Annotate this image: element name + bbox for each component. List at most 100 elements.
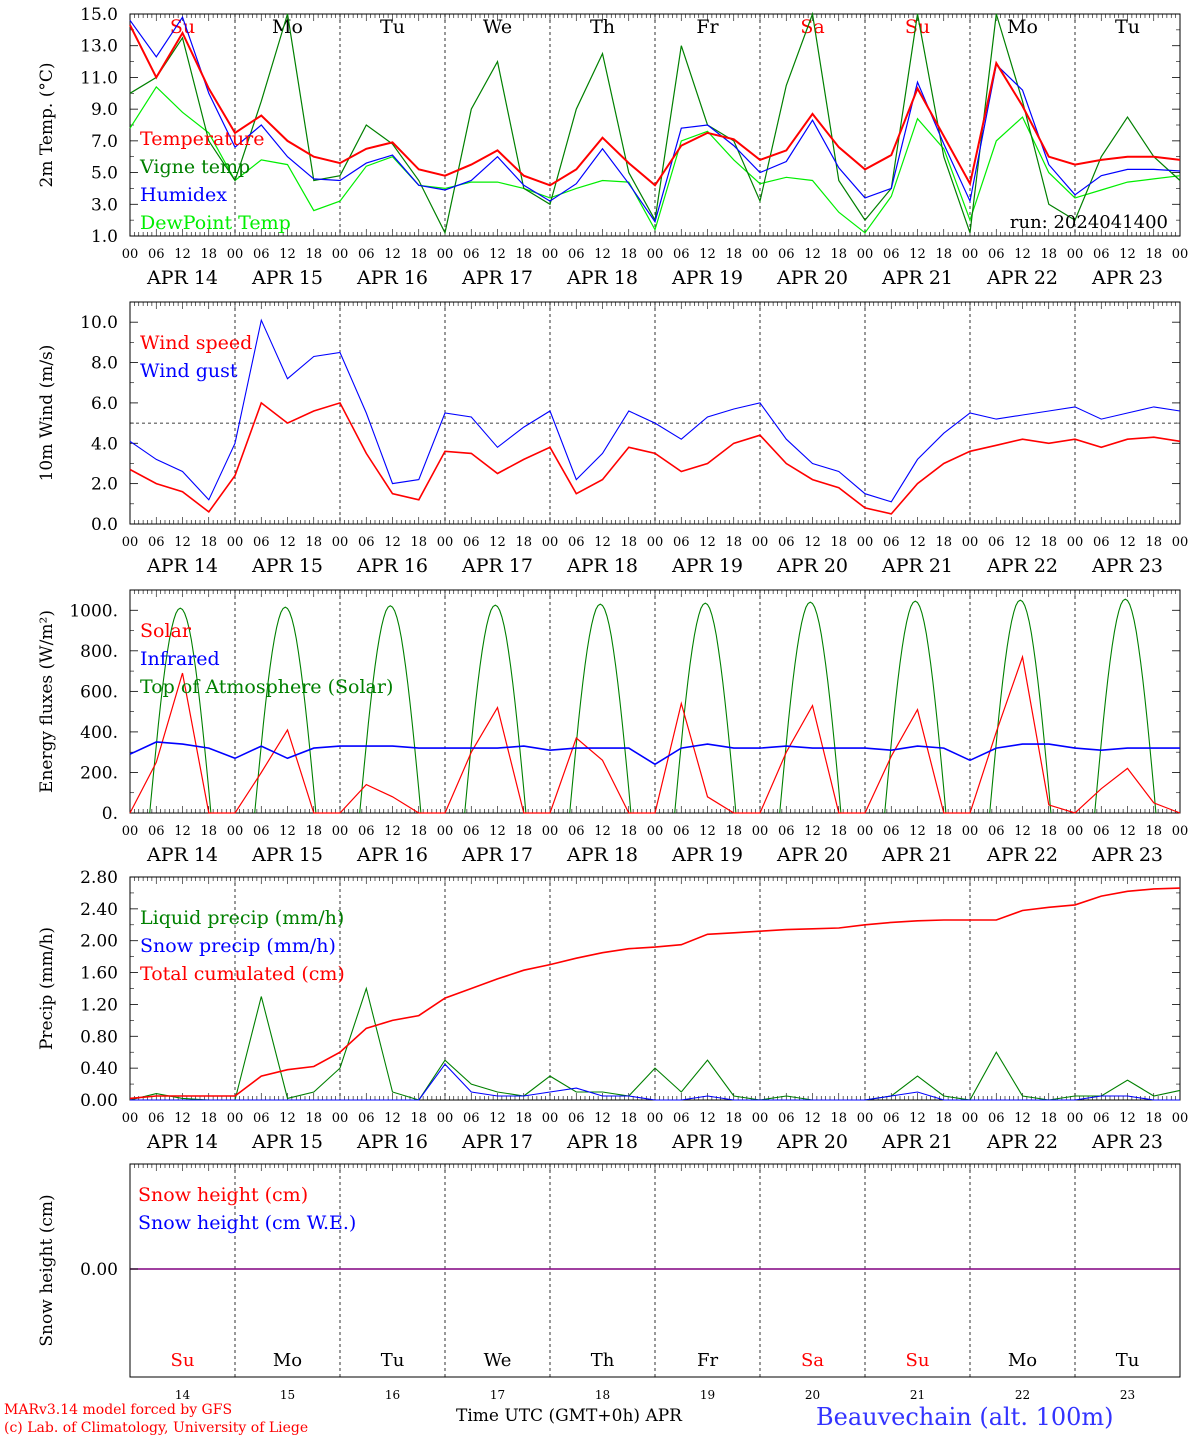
day-number-label: 14 — [175, 1388, 191, 1402]
hour-tick-label: 00 — [1067, 535, 1084, 550]
hour-tick-label: 18 — [620, 247, 637, 262]
day-date-label: APR 22 — [986, 1131, 1058, 1153]
day-date-label: APR 20 — [776, 1131, 848, 1153]
hour-tick-label: 12 — [489, 1111, 506, 1126]
hour-tick-label: 12 — [804, 1111, 821, 1126]
precip-series-1 — [130, 1063, 1180, 1101]
hour-tick-label: 18 — [935, 1111, 952, 1126]
hour-tick-label: 12 — [1014, 247, 1031, 262]
hour-tick-label: 00 — [752, 535, 769, 550]
precip-y-tick-label: 2.80 — [80, 868, 118, 888]
hour-tick-label: 06 — [988, 247, 1005, 262]
weekday-label: Mo — [272, 16, 303, 38]
hour-tick-label: 12 — [699, 1111, 716, 1126]
hour-tick-label: 06 — [568, 824, 585, 839]
weekday-label: Su — [170, 16, 195, 38]
legend-snow-0: Snow height (cm) — [138, 1184, 308, 1206]
weekday-label: We — [483, 16, 512, 38]
day-date-label: APR 17 — [461, 267, 533, 289]
hour-tick-label: 06 — [673, 535, 690, 550]
energy-y-tick-label: 0. — [102, 804, 118, 824]
energy-y-tick-label: 600. — [80, 682, 118, 702]
day-date-label: APR 19 — [671, 844, 743, 866]
hour-tick-label: 18 — [305, 247, 322, 262]
wind-y-tick-label: 8.0 — [91, 354, 118, 374]
legend-snow-1: Snow height (cm W.E.) — [138, 1212, 356, 1234]
hour-tick-label: 06 — [253, 1111, 270, 1126]
hour-tick-label: 06 — [253, 247, 270, 262]
hour-tick-label: 12 — [909, 247, 926, 262]
day-date-label: APR 14 — [146, 555, 218, 577]
energy-series-1 — [129, 741, 1180, 766]
hour-tick-label: 06 — [1093, 535, 1110, 550]
hour-tick-label: 12 — [384, 535, 401, 550]
hour-tick-label: 06 — [673, 247, 690, 262]
toa-solar-curve — [884, 600, 947, 814]
hour-tick-label: 06 — [883, 1111, 900, 1126]
hour-tick-label: 12 — [279, 824, 296, 839]
hour-tick-label: 00 — [332, 824, 349, 839]
hour-tick-label: 00 — [227, 824, 244, 839]
run-label: run: 2024041400 — [1010, 212, 1168, 233]
hour-tick-label: 00 — [542, 1111, 559, 1126]
temp-series-3 — [129, 85, 1181, 234]
wind-y-title: 10m Wind (m/s) — [37, 345, 57, 482]
toa-solar-curve — [779, 601, 842, 814]
day-date-label: APR 16 — [356, 267, 428, 289]
energy-y-tick-label: 1000. — [69, 601, 118, 621]
legend-energy-1: Infrared — [140, 648, 220, 670]
hour-tick-label: 00 — [1172, 824, 1189, 839]
day-number-label: 21 — [910, 1388, 925, 1402]
energy-y-tick-label: 400. — [80, 723, 118, 743]
day-date-label: APR 20 — [776, 844, 848, 866]
day-date-label: APR 16 — [356, 555, 428, 577]
precip-y-tick-label: 2.00 — [80, 932, 118, 952]
hour-tick-label: 00 — [227, 535, 244, 550]
hour-tick-label: 18 — [515, 824, 532, 839]
hour-tick-label: 12 — [594, 1111, 611, 1126]
weekday-label-bottom: Tu — [381, 1350, 405, 1371]
temp-y-tick-label: 15.0 — [80, 5, 118, 25]
hour-tick-label: 12 — [699, 535, 716, 550]
hour-tick-label: 00 — [647, 824, 664, 839]
wind-y-tick-label: 10.0 — [80, 313, 118, 333]
hour-tick-label: 00 — [1172, 1111, 1189, 1126]
hour-tick-label: 12 — [384, 824, 401, 839]
hour-tick-label: 18 — [725, 535, 742, 550]
day-date-label: APR 22 — [986, 267, 1058, 289]
day-date-label: APR 15 — [251, 267, 323, 289]
day-date-label: APR 17 — [461, 844, 533, 866]
hour-tick-label: 00 — [332, 1111, 349, 1126]
day-date-label: APR 18 — [566, 555, 638, 577]
hour-tick-label: 12 — [489, 535, 506, 550]
hour-tick-label: 00 — [122, 1111, 139, 1126]
hour-tick-label: 12 — [594, 824, 611, 839]
day-date-label: APR 21 — [881, 844, 953, 866]
hour-tick-label: 00 — [647, 535, 664, 550]
precip-y-tick-label: 0.00 — [80, 1091, 118, 1111]
hour-tick-label: 00 — [857, 535, 874, 550]
day-date-label: APR 15 — [251, 844, 323, 866]
weekday-label: Su — [905, 16, 930, 38]
day-number-label: 16 — [385, 1388, 400, 1402]
wind-y-tick-label: 4.0 — [91, 434, 118, 454]
hour-tick-label: 12 — [1119, 535, 1136, 550]
weekday-label-bottom: We — [484, 1350, 512, 1371]
hour-tick-label: 00 — [437, 1111, 454, 1126]
hour-tick-label: 00 — [647, 247, 664, 262]
weekday-label: Tu — [380, 16, 405, 38]
day-date-label: APR 19 — [671, 267, 743, 289]
hour-tick-label: 18 — [515, 247, 532, 262]
hour-tick-label: 12 — [804, 824, 821, 839]
hour-tick-label: 12 — [384, 1111, 401, 1126]
hour-tick-label: 06 — [253, 824, 270, 839]
hour-tick-label: 06 — [568, 1111, 585, 1126]
temp-y-tick-label: 3.0 — [91, 195, 118, 215]
hour-tick-label: 18 — [1040, 1111, 1057, 1126]
hour-tick-label: 06 — [253, 535, 270, 550]
hour-tick-label: 06 — [358, 1111, 375, 1126]
toa-solar-curve — [359, 605, 422, 814]
day-date-label: APR 23 — [1091, 267, 1163, 289]
temp-series-2 — [129, 15, 1181, 224]
hour-tick-label: 12 — [279, 535, 296, 550]
